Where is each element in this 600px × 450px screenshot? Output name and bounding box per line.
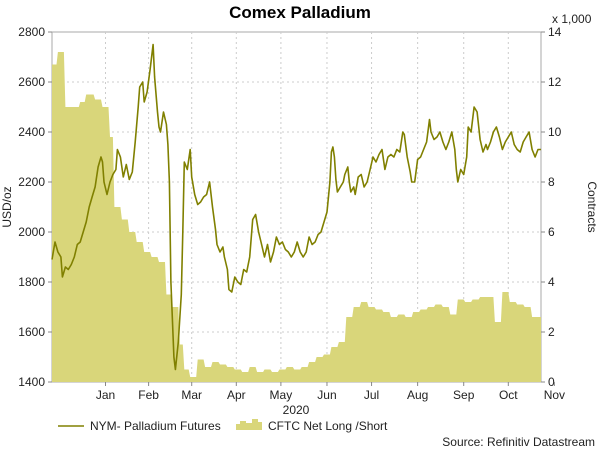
right-tick-label: 14 bbox=[548, 25, 562, 39]
right-tick-label: 0 bbox=[548, 375, 555, 389]
month-tick-label: Mar bbox=[181, 388, 202, 402]
month-axis-ticks: Jan Feb Mar Apr May Jun Jul Aug Sep Oct Nov bbox=[96, 382, 565, 402]
area-layer bbox=[52, 52, 541, 382]
chart-title: Comex Palladium bbox=[229, 3, 371, 22]
legend-label-cftc: CFTC Net Long /Short bbox=[268, 419, 388, 433]
right-tick-label: 12 bbox=[548, 75, 562, 89]
month-tick-label: Jan bbox=[96, 388, 115, 402]
legend-area-swatch bbox=[236, 419, 262, 430]
right-axis-ticks: 0 2 4 6 8 10 12 14 bbox=[541, 25, 562, 389]
month-tick-label: Sep bbox=[453, 388, 475, 402]
month-tick-label: May bbox=[270, 388, 293, 402]
right-tick-label: 10 bbox=[548, 125, 562, 139]
left-tick-label: 1800 bbox=[18, 275, 45, 289]
left-tick-label: 2200 bbox=[18, 175, 45, 189]
right-tick-label: 6 bbox=[548, 225, 555, 239]
left-tick-label: 1600 bbox=[18, 325, 45, 339]
source-note: Source: Refinitiv Datastream bbox=[442, 435, 595, 449]
cftc-net-area bbox=[52, 52, 541, 382]
right-tick-label: 4 bbox=[548, 275, 555, 289]
line-layer bbox=[51, 43, 541, 371]
left-tick-label: 1400 bbox=[18, 375, 45, 389]
left-tick-label: 2000 bbox=[18, 225, 45, 239]
right-axis-multiplier: x 1,000 bbox=[552, 12, 592, 26]
left-axis-ticks: 1400 1600 1800 2000 2200 2400 2600 2800 bbox=[18, 25, 52, 389]
x-axis-title: 2020 bbox=[283, 403, 310, 417]
month-tick-label: Feb bbox=[138, 388, 159, 402]
legend: NYM- Palladium Futures CFTC Net Long /Sh… bbox=[58, 419, 388, 433]
month-tick-label: Jun bbox=[317, 388, 336, 402]
legend-label-futures: NYM- Palladium Futures bbox=[90, 419, 221, 433]
month-tick-label: Nov bbox=[544, 388, 565, 402]
left-tick-label: 2400 bbox=[18, 125, 45, 139]
y-right-axis-title: Contracts bbox=[585, 181, 599, 232]
right-tick-label: 2 bbox=[548, 325, 555, 339]
right-tick-label: 8 bbox=[548, 175, 555, 189]
month-tick-label: Apr bbox=[227, 388, 246, 402]
left-tick-label: 2800 bbox=[18, 25, 45, 39]
month-tick-label: Aug bbox=[407, 388, 428, 402]
y-left-axis-title: USD/oz bbox=[0, 186, 14, 227]
month-tick-label: Oct bbox=[499, 388, 518, 402]
palladium-futures-line bbox=[51, 43, 541, 371]
left-tick-label: 2600 bbox=[18, 75, 45, 89]
month-tick-label: Jul bbox=[364, 388, 379, 402]
